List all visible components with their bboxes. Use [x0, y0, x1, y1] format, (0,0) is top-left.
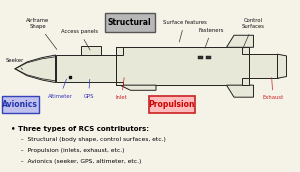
Polygon shape [242, 47, 249, 54]
Text: –  Avionics (seeker, GPS, altimeter, etc.): – Avionics (seeker, GPS, altimeter, etc.… [16, 159, 141, 164]
Polygon shape [278, 54, 286, 78]
Text: Airframe
Shape: Airframe Shape [26, 18, 57, 49]
Text: –  Structural (body shape, control surfaces, etc.): – Structural (body shape, control surfac… [16, 137, 165, 142]
Text: Avionics: Avionics [2, 100, 38, 109]
Polygon shape [226, 35, 254, 47]
Text: Inlet: Inlet [116, 78, 128, 100]
Polygon shape [116, 82, 123, 85]
FancyBboxPatch shape [105, 13, 154, 32]
Polygon shape [15, 55, 56, 83]
Text: Exhaust: Exhaust [262, 78, 284, 100]
Text: • Three types of RCS contributors:: • Three types of RCS contributors: [11, 126, 148, 132]
Bar [56, 55, 116, 82]
Polygon shape [226, 85, 254, 97]
Text: Propulsion: Propulsion [148, 100, 195, 109]
Text: Fasteners: Fasteners [199, 28, 224, 48]
Text: –  Propulsion (inlets, exhaust, etc.): – Propulsion (inlets, exhaust, etc.) [16, 148, 124, 153]
Polygon shape [242, 78, 249, 85]
Text: Seeker: Seeker [6, 58, 24, 70]
Text: Access panels: Access panels [61, 29, 98, 50]
Bar [206, 56, 211, 59]
Text: GPS: GPS [83, 79, 94, 99]
Polygon shape [81, 46, 100, 55]
Text: Surface features: Surface features [163, 20, 206, 42]
FancyBboxPatch shape [148, 96, 195, 113]
Bar [116, 47, 249, 85]
Text: Altimeter: Altimeter [48, 79, 72, 99]
Polygon shape [116, 47, 123, 55]
Bar [198, 56, 203, 59]
Text: Control
Surfaces: Control Surfaces [242, 18, 265, 49]
Bar [249, 54, 278, 78]
Text: Structural: Structural [108, 18, 152, 27]
FancyBboxPatch shape [2, 96, 39, 113]
Polygon shape [120, 85, 156, 90]
